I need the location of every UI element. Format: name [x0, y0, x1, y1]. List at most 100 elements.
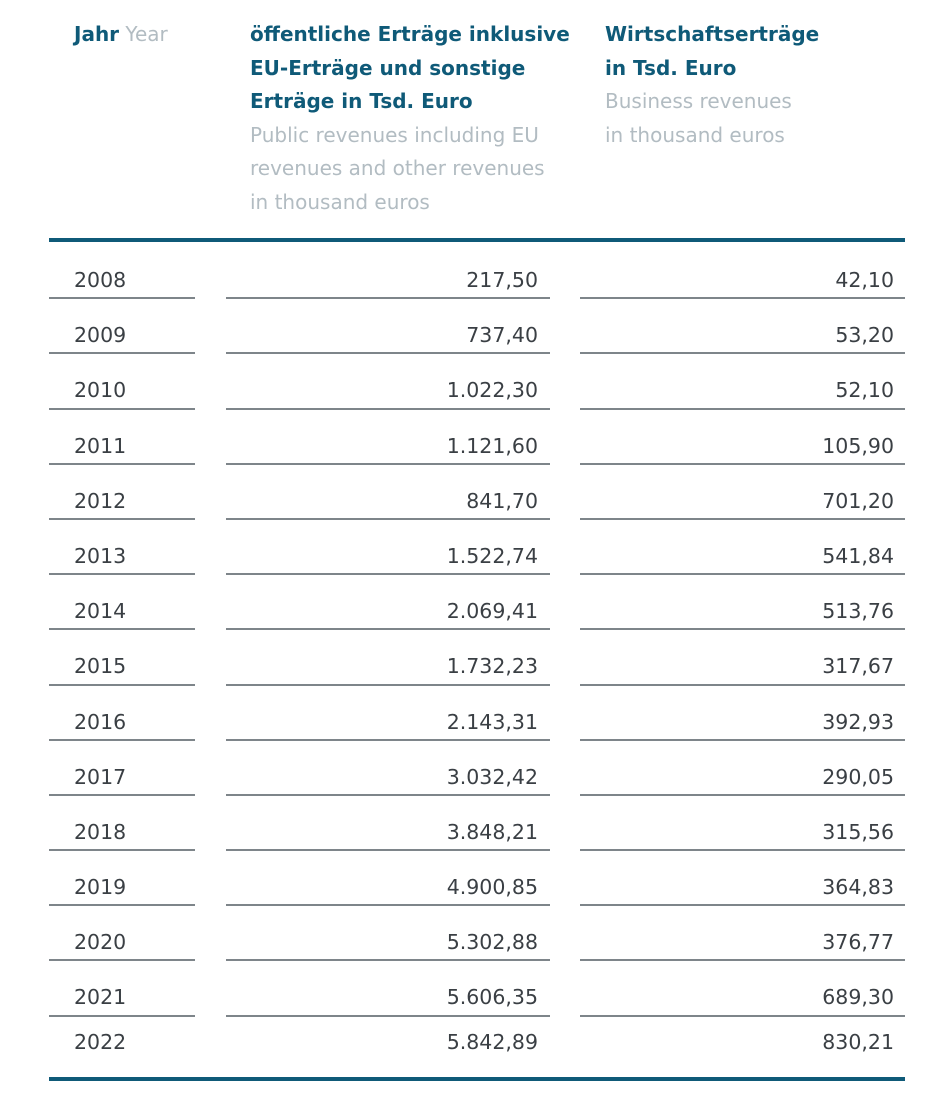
business-revenue-cell: 392,93 [822, 709, 894, 734]
row-separator [580, 573, 905, 576]
header-year-de: Jahr [74, 22, 120, 46]
year-cell: 2014 [74, 599, 127, 624]
header-business-en-line: Business revenues [605, 89, 792, 113]
row-separator [226, 849, 550, 852]
row-separator [580, 462, 905, 465]
public-revenue-cell: 1.022,30 [446, 378, 538, 403]
row-separator [226, 628, 550, 631]
row-separator [580, 683, 905, 686]
row-separator [49, 793, 195, 796]
row-separator [226, 352, 550, 355]
header-public-en-line: Public revenues including EU [250, 122, 539, 147]
row-separator [226, 407, 550, 410]
row-separator [49, 352, 195, 355]
table-row: 2020 5.302,88 376,77 [0, 906, 950, 962]
row-separator [226, 904, 550, 907]
year-cell: 2011 [74, 433, 127, 458]
table-bottom-rule [49, 1077, 905, 1081]
header-business-de-line: in Tsd. Euro [605, 55, 737, 80]
row-separator [226, 793, 550, 796]
public-revenue-cell: 841,70 [466, 488, 538, 513]
row-separator [49, 1014, 195, 1017]
row-separator [49, 683, 195, 686]
year-cell: 2012 [74, 488, 127, 513]
table-row: 2016 2.143,31 392,93 [0, 686, 950, 741]
year-cell: 2017 [74, 764, 127, 789]
row-separator [580, 628, 905, 631]
year-cell: 2021 [74, 985, 127, 1010]
row-separator [49, 407, 195, 410]
row-separator [580, 1014, 905, 1017]
public-revenue-cell: 4.900,85 [446, 875, 538, 900]
business-revenue-cell: 830,21 [822, 1029, 894, 1054]
business-revenue-cell: 541,84 [822, 543, 894, 568]
row-separator [580, 352, 905, 355]
row-separator [580, 517, 905, 520]
row-separator [49, 849, 195, 852]
row-separator [49, 904, 195, 907]
public-revenue-cell: 737,40 [466, 323, 538, 348]
table-row: 2014 2.069,41 513,76 [0, 575, 950, 631]
row-separator [226, 738, 550, 741]
revenue-table-body: 2008 217,50 42,10 2009 737,40 53,20 2010 1.022,… [0, 244, 950, 1072]
row-separator [49, 573, 195, 576]
row-separator [226, 959, 550, 962]
business-revenue-cell: 42,10 [835, 268, 894, 292]
table-row: 2022 5.842,89 830,21 [0, 1017, 950, 1072]
table-row: 2019 4.900,85 364,83 [0, 851, 950, 907]
business-revenue-cell: 53,20 [835, 323, 894, 348]
header-public-revenues: öffentliche Erträge inklusive EU-Erträge… [250, 18, 570, 219]
year-cell: 2020 [74, 930, 127, 955]
header-public-en-line: in thousand euros [250, 189, 430, 214]
header-year: Jahr Year [74, 18, 168, 52]
header-public-de-line: Erträge in Tsd. Euro [250, 89, 473, 113]
year-cell: 2015 [74, 654, 127, 679]
row-separator [49, 738, 195, 741]
row-separator [226, 683, 550, 686]
row-separator [580, 793, 905, 796]
business-revenue-cell: 364,83 [822, 875, 894, 900]
header-public-de-line: öffentliche Erträge inklusive [250, 22, 570, 46]
row-separator [49, 462, 195, 465]
row-separator [49, 517, 195, 520]
business-revenue-cell: 315,56 [822, 819, 894, 844]
business-revenue-cell: 376,77 [822, 930, 894, 955]
table-row: 2015 1.732,23 317,67 [0, 630, 950, 686]
row-separator [226, 1014, 550, 1017]
header-business-de-line: Wirtschaftserträge [605, 22, 820, 46]
row-separator [226, 462, 550, 465]
public-revenue-cell: 5.302,88 [446, 930, 538, 955]
row-separator [226, 297, 550, 300]
table-row: 2017 3.032,42 290,05 [0, 741, 950, 796]
header-business-en-line: in thousand euros [605, 122, 785, 147]
business-revenue-cell: 290,05 [822, 764, 894, 789]
business-revenue-cell: 52,10 [835, 378, 894, 403]
public-revenue-cell: 1.732,23 [446, 654, 538, 679]
table-row: 2009 737,40 53,20 [0, 299, 950, 355]
row-separator [580, 297, 905, 300]
year-cell: 2013 [74, 543, 127, 568]
row-separator [580, 738, 905, 741]
public-revenue-cell: 2.069,41 [446, 599, 538, 624]
row-separator [226, 517, 550, 520]
year-cell: 2010 [74, 378, 127, 403]
header-year-en: Year [125, 22, 168, 46]
row-separator [49, 628, 195, 631]
public-revenue-cell: 1.121,60 [446, 433, 538, 458]
table-row: 2018 3.848,21 315,56 [0, 796, 950, 852]
year-cell: 2022 [74, 1029, 127, 1054]
business-revenue-cell: 701,20 [822, 488, 894, 513]
table-row: 2013 1.522,74 541,84 [0, 520, 950, 576]
row-separator [49, 959, 195, 962]
header-business-revenues: Wirtschaftserträge in Tsd. Euro Business… [605, 18, 905, 152]
public-revenue-cell: 217,50 [466, 268, 538, 292]
table-top-rule [49, 238, 905, 242]
row-separator [49, 297, 195, 300]
business-revenue-cell: 513,76 [822, 599, 894, 624]
public-revenue-cell: 3.848,21 [446, 819, 538, 844]
public-revenue-cell: 5.606,35 [446, 985, 538, 1010]
public-revenue-cell: 5.842,89 [446, 1029, 538, 1054]
row-separator [580, 959, 905, 962]
public-revenue-cell: 2.143,31 [446, 709, 538, 734]
year-cell: 2016 [74, 709, 127, 734]
